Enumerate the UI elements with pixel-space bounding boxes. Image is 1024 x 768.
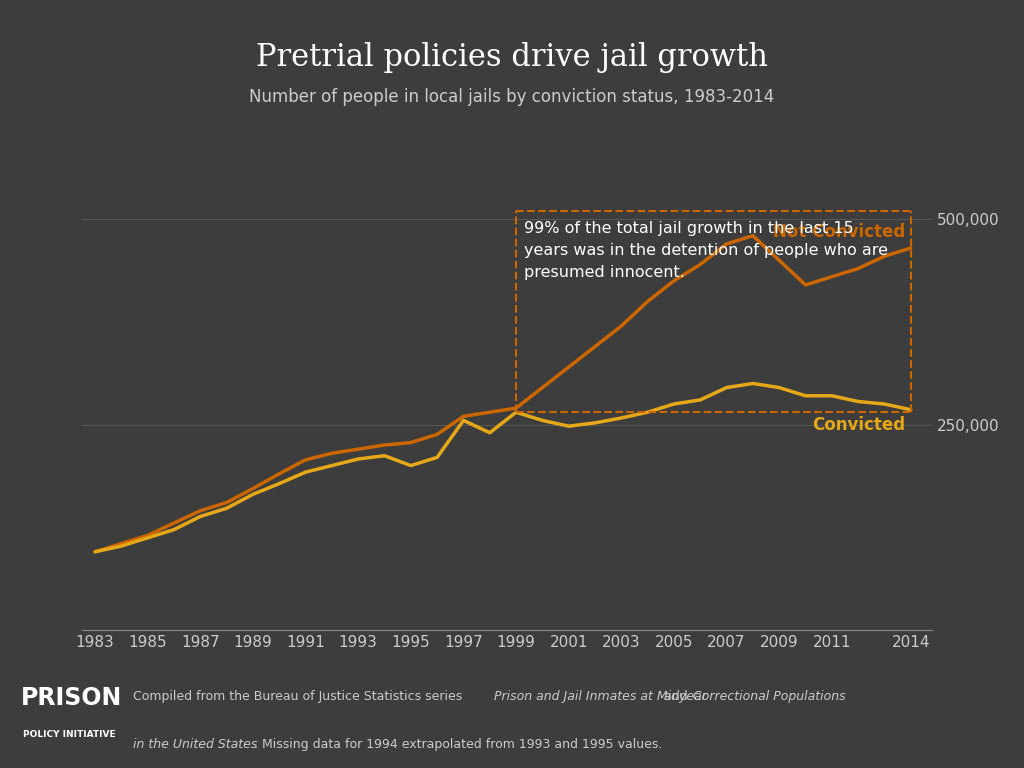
- Text: Compiled from the Bureau of Justice Statistics series: Compiled from the Bureau of Justice Stat…: [133, 690, 466, 703]
- Text: Convicted: Convicted: [812, 416, 905, 435]
- Text: Number of people in local jails by conviction status, 1983-2014: Number of people in local jails by convi…: [250, 88, 774, 106]
- Text: Pretrial policies drive jail growth: Pretrial policies drive jail growth: [256, 42, 768, 73]
- Text: POLICY INITIATIVE: POLICY INITIATIVE: [23, 730, 115, 739]
- Text: Prison and Jail Inmates at Midyear: Prison and Jail Inmates at Midyear: [494, 690, 707, 703]
- Text: Correctional Populations: Correctional Populations: [693, 690, 846, 703]
- Text: . Missing data for 1994 extrapolated from 1993 and 1995 values.: . Missing data for 1994 extrapolated fro…: [254, 738, 663, 751]
- Text: Not Convicted: Not Convicted: [773, 223, 905, 241]
- Text: in the United States: in the United States: [133, 738, 257, 751]
- Text: 99% of the total jail growth in the last 15
years was in the detention of people: 99% of the total jail growth in the last…: [524, 221, 888, 280]
- Text: PRISON: PRISON: [20, 686, 122, 710]
- Text: and: and: [660, 690, 692, 703]
